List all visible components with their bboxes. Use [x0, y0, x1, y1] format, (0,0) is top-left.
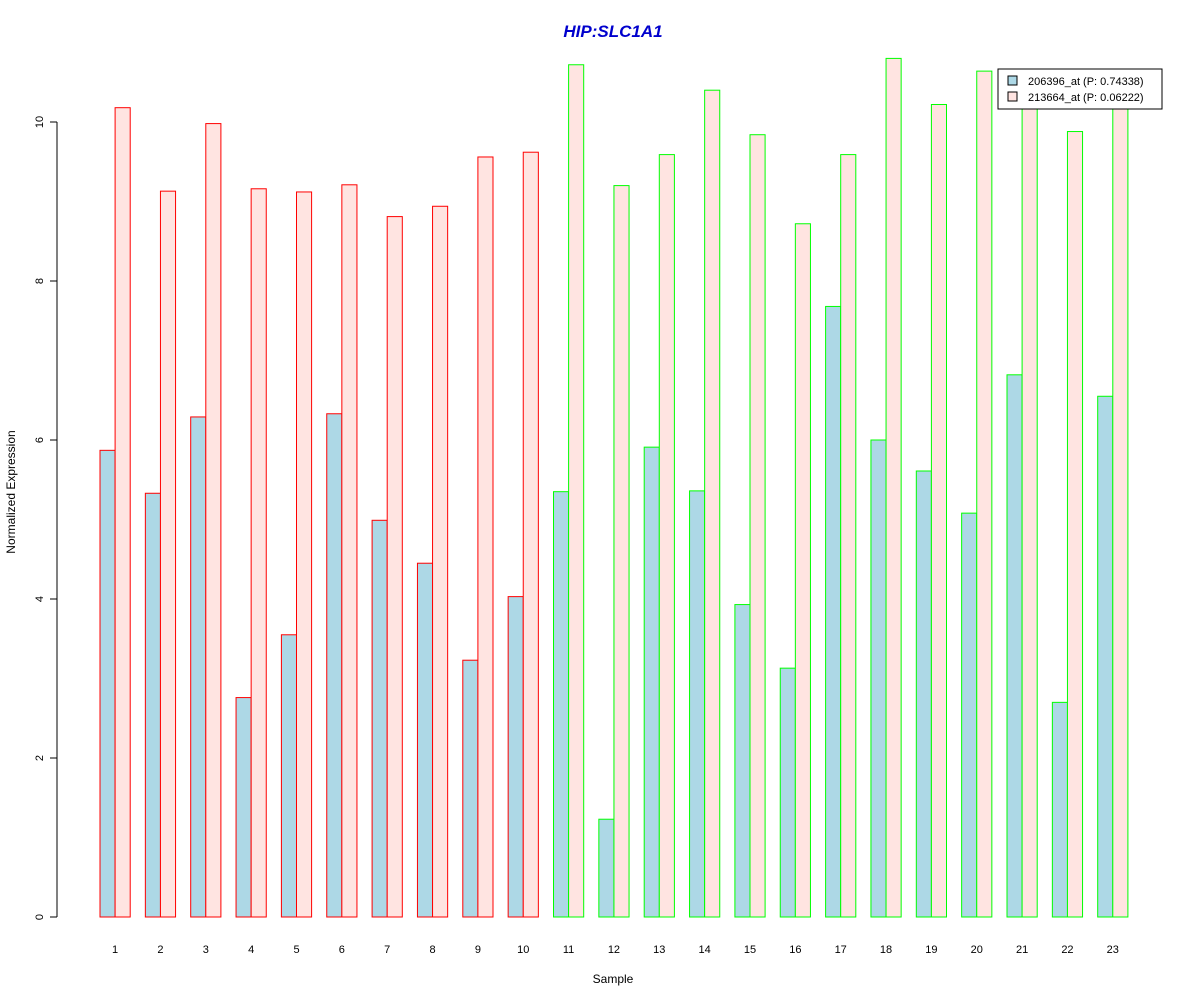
- legend-label-series-2: 213664_at (P: 0.06222): [1028, 92, 1144, 104]
- x-tick-label-1: 1: [112, 944, 118, 956]
- x-tick-label-19: 19: [925, 944, 937, 956]
- bar-sample-7-series-2: [386, 216, 403, 918]
- x-tick-labels: 1 2 3 4 5 6 7 8 9 10 11 12 13 14 15 16 17 18 19 20 21 22 23: [112, 944, 1119, 956]
- y-tick-label: 10: [34, 116, 46, 128]
- bar-sample-5-series-2: [296, 191, 313, 918]
- y-tick-label: 0: [34, 914, 46, 920]
- legend: 206396_at (P: 0.74338) 213664_at (P: 0.0…: [997, 68, 1163, 110]
- bar-sample-12-series-1: [598, 818, 615, 918]
- x-tick-label-14: 14: [699, 944, 711, 956]
- bar-sample-2-series-2: [159, 190, 177, 918]
- bar-sample-20-series-2: [976, 70, 993, 918]
- bar-sample-14-series-2: [704, 89, 721, 918]
- legend-label-series-1: 206396_at (P: 0.74338): [1028, 76, 1144, 88]
- x-tick-label-4: 4: [248, 944, 254, 956]
- y-axis: 0 2 4 6 8 10: [34, 116, 58, 920]
- x-tick-label-18: 18: [880, 944, 892, 956]
- bar-sample-18-series-2: [885, 57, 902, 918]
- bar-sample-20-series-1: [961, 512, 978, 918]
- x-tick-label-12: 12: [608, 944, 620, 956]
- x-tick-label-22: 22: [1061, 944, 1073, 956]
- bar-sample-22-series-1: [1051, 701, 1068, 918]
- bar-sample-22-series-2: [1066, 131, 1084, 918]
- x-tick-label-5: 5: [293, 944, 299, 956]
- bar-sample-11-series-2: [568, 64, 585, 918]
- x-tick-label-13: 13: [653, 944, 665, 956]
- x-tick-label-6: 6: [339, 944, 345, 956]
- x-tick-label-9: 9: [475, 944, 481, 956]
- bar-sample-1-series-2: [114, 107, 131, 918]
- bar-sample-11-series-1: [553, 491, 570, 918]
- y-tick-label: 4: [34, 596, 46, 602]
- x-tick-label-21: 21: [1016, 944, 1028, 956]
- bar-sample-19-series-2: [930, 104, 948, 918]
- x-tick-label-3: 3: [203, 944, 209, 956]
- y-axis-label: Normalized Expression: [4, 430, 18, 553]
- bar-sample-2-series-1: [144, 492, 161, 918]
- bar-sample-7-series-1: [371, 519, 388, 918]
- y-tick-label: 2: [34, 755, 46, 761]
- x-tick-label-10: 10: [517, 944, 529, 956]
- bar-sample-10-series-1: [507, 596, 524, 918]
- x-tick-label-23: 23: [1107, 944, 1119, 956]
- bar-sample-6-series-2: [341, 184, 358, 918]
- bar-sample-15-series-2: [749, 134, 766, 918]
- legend-swatch-series-1: [1007, 75, 1018, 86]
- bar-sample-1-series-1: [99, 449, 116, 918]
- bar-sample-23-series-1: [1097, 395, 1114, 918]
- bar-sample-10-series-2: [522, 151, 539, 918]
- x-tick-label-15: 15: [744, 944, 756, 956]
- x-tick-label-8: 8: [429, 944, 435, 956]
- x-tick-label-7: 7: [384, 944, 390, 956]
- bar-sample-21-series-2: [1021, 99, 1038, 918]
- x-tick-label-20: 20: [971, 944, 983, 956]
- y-tick-label: 6: [34, 437, 46, 443]
- bar-sample-9-series-2: [477, 156, 494, 918]
- bar-sample-14-series-1: [689, 490, 706, 918]
- x-axis-label: Sample: [593, 972, 634, 986]
- bar-sample-12-series-2: [613, 185, 630, 918]
- bar-sample-18-series-1: [870, 439, 887, 918]
- x-tick-label-17: 17: [835, 944, 847, 956]
- bar-sample-4-series-1: [235, 697, 252, 918]
- bar-sample-8-series-2: [432, 205, 449, 918]
- bar-sample-9-series-1: [462, 659, 479, 918]
- bar-sample-4-series-2: [250, 188, 267, 918]
- bar-sample-6-series-1: [326, 413, 343, 918]
- bar-sample-23-series-2: [1112, 97, 1129, 918]
- legend-swatch-series-2: [1007, 91, 1018, 102]
- bar-sample-3-series-1: [190, 416, 207, 918]
- bar-sample-17-series-1: [825, 305, 842, 918]
- bar-sample-15-series-1: [734, 604, 751, 918]
- x-tick-label-2: 2: [157, 944, 163, 956]
- x-tick-label-16: 16: [789, 944, 801, 956]
- bar-sample-3-series-2: [205, 123, 222, 918]
- bar-sample-13-series-1: [643, 446, 660, 918]
- chart-title: HIP:SLC1A1: [563, 22, 662, 41]
- y-tick-label: 8: [34, 278, 46, 284]
- bar-sample-19-series-1: [915, 470, 932, 918]
- bar-sample-16-series-1: [779, 667, 796, 918]
- x-tick-label-11: 11: [563, 944, 574, 956]
- legend-box: [997, 68, 1163, 110]
- bar-sample-17-series-2: [840, 154, 857, 918]
- bar-sample-21-series-1: [1006, 374, 1023, 918]
- bar-sample-16-series-2: [794, 223, 811, 918]
- bar-sample-8-series-1: [416, 562, 434, 918]
- bar-sample-13-series-2: [658, 154, 675, 918]
- bar-sample-5-series-1: [280, 634, 297, 918]
- bars-group: [99, 57, 1129, 918]
